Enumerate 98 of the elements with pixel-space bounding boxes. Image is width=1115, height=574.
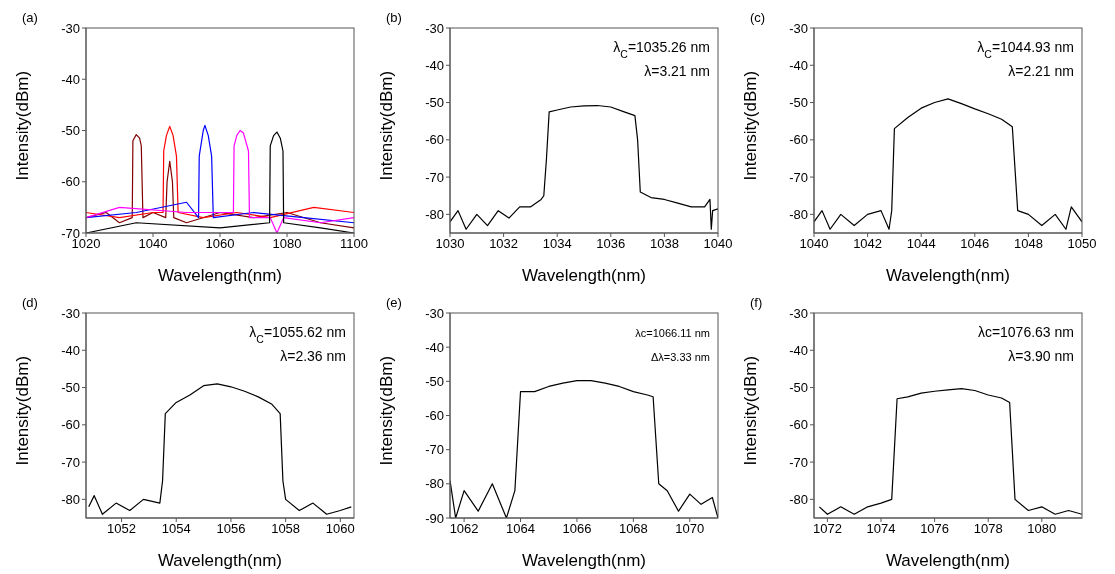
x-tick-label: 1030 [435,236,465,252]
y-tick-label: -30 [789,20,808,36]
y-tick-label: -70 [425,169,444,185]
y-tick-label: -60 [789,417,808,433]
annotation: λ=2.36 nm [280,348,346,364]
y-tick-label: -70 [789,169,808,185]
x-tick-label: 1080 [272,236,302,252]
annotation: λ=3.90 nm [1008,348,1074,364]
y-tick-label: -70 [789,454,808,470]
x-tick-label: 1042 [853,236,883,252]
y-tick-label: -50 [789,380,808,396]
x-axis-title: Wavelength(nm) [885,266,1011,285]
x-tick-label: 1050 [1067,236,1097,252]
chart-title: (c) [750,10,766,25]
x-tick-label: 1078 [973,521,1003,537]
y-tick-label: -60 [425,408,444,424]
x-tick-label: 1074 [866,521,896,537]
annotation: λ$_{C}$=1055.62 nm [249,324,346,345]
y-tick-label: -70 [425,442,444,458]
y-tick-label: -40 [61,342,80,358]
x-tick-label: 1046 [960,236,990,252]
x-tick-label: 1062 [449,521,479,537]
y-axis-title: Intensity(dBm) [13,70,33,181]
y-tick-label: -30 [425,20,444,36]
x-tick-label: 1060 [325,521,355,537]
x-axis-title: Wavelength(nm) [885,551,1011,570]
annotation: λ=2.21 nm [1008,63,1074,79]
chart-title: (a) [22,10,38,25]
y-tick-label: -80 [425,206,444,222]
y-axis-title: Intensity(dBm) [377,355,397,466]
y-tick-label: -60 [61,174,80,190]
y-tick-label: -40 [425,57,444,73]
x-tick-label: 1048 [1013,236,1043,252]
y-tick-label: -40 [789,342,808,358]
y-tick-label: -30 [61,305,80,321]
x-axis-title: Wavelength(nm) [521,266,647,285]
y-tick-label: -40 [789,57,808,73]
line-series [88,383,352,515]
x-tick-label: 1054 [161,521,191,537]
y-tick-label: -90 [425,510,444,526]
x-tick-label: 1040 [799,236,829,252]
annotation: λc=1076.63 nm [977,324,1074,340]
y-tick-label: -40 [425,339,444,355]
chart-title: (f) [750,295,763,310]
y-tick-label: -50 [789,95,808,111]
line-series [818,388,1082,515]
x-tick-label: 1044 [906,236,936,252]
annotation: λ=3.21 nm [644,63,710,79]
x-tick-label: 1080 [1027,521,1057,537]
x-tick-label: 1034 [542,236,572,252]
y-axis-title: Intensity(dBm) [13,355,33,466]
y-axis-title: Intensity(dBm) [741,355,761,466]
x-tick-label: 1032 [489,236,519,252]
annotation: λc=1066.11 nm [635,327,710,339]
x-tick-label: 1038 [649,236,679,252]
y-tick-label: -60 [61,417,80,433]
chart-title: (b) [386,10,402,25]
annotation: λ$_{C}$=1035.26 nm [613,39,710,60]
x-tick-label: 1100 [340,236,368,252]
y-tick-label: -80 [789,491,808,507]
y-axis-title: Intensity(dBm) [741,70,761,181]
x-tick-label: 1066 [562,521,592,537]
x-axis-title: Wavelength(nm) [521,551,647,570]
annotation: λ$_{C}$=1044.93 nm [977,39,1074,60]
y-tick-label: -30 [789,305,808,321]
y-tick-label: -40 [61,71,80,87]
y-tick-label: -50 [425,95,444,111]
x-tick-label: 1072 [812,521,842,537]
y-tick-label: -60 [789,132,808,148]
y-tick-label: -70 [61,454,80,470]
x-tick-label: 1040 [703,236,733,252]
x-tick-label: 1040 [138,236,168,252]
x-tick-label: 1068 [618,521,648,537]
x-tick-label: 1056 [216,521,246,537]
y-axis-title: Intensity(dBm) [377,70,397,181]
x-tick-label: 1036 [596,236,626,252]
x-tick-label: 1076 [920,521,950,537]
y-tick-label: -50 [425,373,444,389]
y-tick-label: -50 [61,380,80,396]
annotation: Δλ=3.33 nm [650,351,710,363]
x-tick-label: 1058 [271,521,301,537]
y-tick-label: -80 [789,206,808,222]
x-tick-label: 1052 [107,521,137,537]
x-axis-title: Wavelength(nm) [157,551,283,570]
y-tick-label: -60 [425,132,444,148]
line-series [814,98,1082,230]
line-series [450,104,718,230]
x-tick-label: 1060 [205,236,235,252]
chart-title: (d) [22,295,38,310]
x-tick-label: 1064 [506,521,535,537]
y-tick-label: -30 [425,305,444,321]
y-tick-label: -80 [61,491,80,507]
y-tick-label: -50 [61,123,80,139]
x-tick-label: 1070 [675,521,705,537]
y-tick-label: -30 [61,20,80,36]
y-tick-label: -80 [425,476,444,492]
x-axis-title: Wavelength(nm) [157,266,283,285]
chart-title: (e) [386,295,402,310]
